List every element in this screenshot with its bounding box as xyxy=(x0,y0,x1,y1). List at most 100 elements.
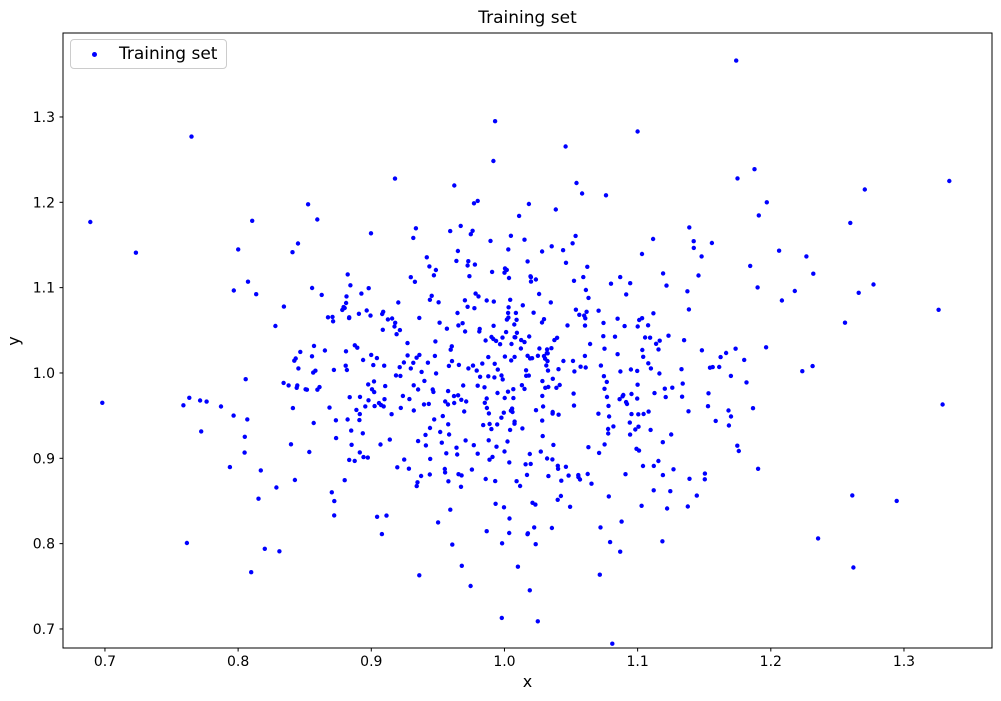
data-point xyxy=(467,274,472,279)
x-tick-label: 1.3 xyxy=(893,654,915,670)
data-point xyxy=(543,385,548,390)
data-point xyxy=(533,277,539,282)
data-point xyxy=(319,292,324,298)
data-point xyxy=(502,449,507,454)
data-point xyxy=(507,530,512,536)
data-point xyxy=(517,483,523,489)
data-point xyxy=(573,233,578,239)
data-point xyxy=(639,503,644,508)
data-point xyxy=(546,473,551,479)
data-point xyxy=(536,291,542,297)
data-point xyxy=(520,303,525,308)
data-point xyxy=(462,298,468,303)
data-point xyxy=(582,353,588,359)
data-point xyxy=(446,432,452,437)
data-point xyxy=(528,274,534,280)
data-point xyxy=(563,144,568,149)
data-point xyxy=(550,376,555,381)
data-point xyxy=(428,456,433,462)
data-point xyxy=(380,327,385,332)
data-point xyxy=(432,417,437,422)
data-point xyxy=(509,341,514,347)
data-point xyxy=(634,446,639,451)
data-point xyxy=(551,442,556,448)
data-point xyxy=(348,283,353,288)
data-point xyxy=(459,563,464,568)
data-point xyxy=(440,413,445,419)
data-point xyxy=(650,236,656,242)
data-point xyxy=(726,408,731,413)
data-point xyxy=(393,373,399,378)
y-axis-label: y xyxy=(4,336,23,346)
data-point xyxy=(570,358,576,364)
x-tick-label: 0.8 xyxy=(227,654,249,670)
data-point xyxy=(502,270,507,275)
data-point xyxy=(636,412,641,417)
data-point xyxy=(538,449,543,454)
data-point xyxy=(586,445,591,450)
data-point xyxy=(779,298,785,303)
data-point xyxy=(742,357,747,363)
data-point xyxy=(556,412,561,417)
data-point xyxy=(583,287,589,293)
data-point xyxy=(497,342,503,347)
data-point xyxy=(718,354,723,360)
data-point xyxy=(451,393,457,399)
data-point xyxy=(411,360,416,365)
data-point xyxy=(507,427,513,433)
data-point xyxy=(366,286,371,291)
data-point xyxy=(311,420,316,426)
data-point xyxy=(527,451,532,457)
data-point xyxy=(557,382,562,388)
data-point xyxy=(444,326,450,331)
data-point xyxy=(664,506,670,511)
data-point xyxy=(347,457,352,463)
data-point xyxy=(273,323,278,329)
data-point xyxy=(545,351,550,356)
y-tick-label: 0.8 xyxy=(33,537,55,553)
data-point xyxy=(507,460,512,465)
data-point xyxy=(352,458,357,464)
data-point xyxy=(456,362,462,368)
data-point xyxy=(448,228,453,234)
data-point xyxy=(381,309,386,314)
data-point xyxy=(343,300,349,306)
data-point xyxy=(402,457,407,462)
data-point xyxy=(648,427,653,433)
data-point xyxy=(733,346,738,351)
data-point xyxy=(763,345,769,350)
data-point xyxy=(811,271,816,276)
data-point xyxy=(495,422,500,427)
data-point xyxy=(347,395,352,400)
data-point xyxy=(663,394,668,400)
data-point xyxy=(412,279,418,284)
data-point xyxy=(491,323,496,328)
data-point xyxy=(466,366,471,371)
y-tick-label: 1.0 xyxy=(33,366,55,382)
data-point xyxy=(653,341,659,346)
data-point xyxy=(245,279,251,284)
data-point xyxy=(450,542,455,547)
data-point xyxy=(679,394,685,399)
data-point xyxy=(349,428,354,433)
data-point xyxy=(477,374,483,379)
x-tick-label: 1.2 xyxy=(760,654,782,670)
chart-title: Training set xyxy=(478,8,577,28)
data-point xyxy=(361,454,366,460)
data-point xyxy=(713,418,718,424)
data-point xyxy=(418,473,424,479)
data-point xyxy=(483,476,488,482)
data-point xyxy=(414,483,419,489)
data-point xyxy=(333,435,339,441)
data-point xyxy=(602,346,607,351)
data-point xyxy=(540,433,545,439)
data-point xyxy=(664,283,669,288)
data-point xyxy=(635,368,640,374)
data-point xyxy=(277,549,282,554)
data-point xyxy=(505,439,510,444)
data-point xyxy=(597,572,602,577)
data-point xyxy=(407,396,412,402)
data-point xyxy=(556,367,561,372)
data-point xyxy=(460,321,465,326)
data-point xyxy=(666,333,671,338)
